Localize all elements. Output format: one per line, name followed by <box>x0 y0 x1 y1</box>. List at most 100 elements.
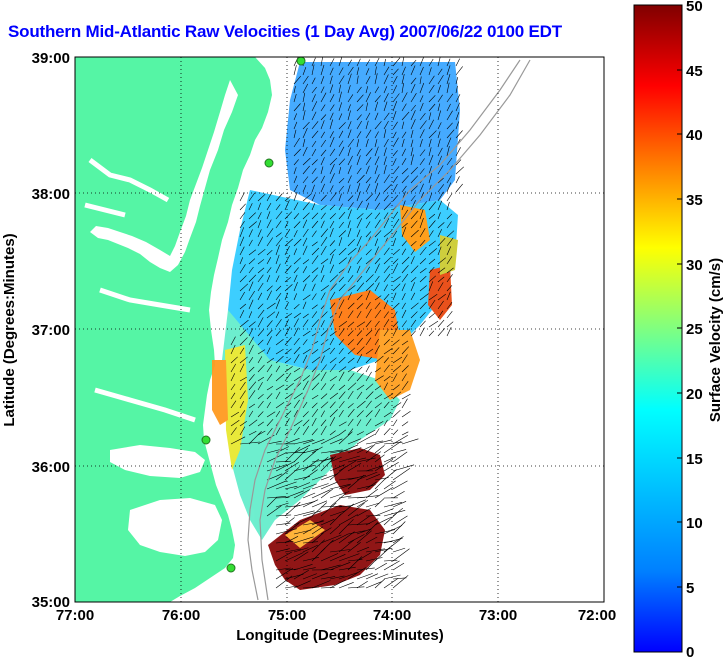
velocity-arrow <box>401 175 409 184</box>
velocity-arrow <box>419 57 424 67</box>
velocity-arrow <box>356 183 361 193</box>
velocity-arrow <box>329 562 351 571</box>
velocity-arrow <box>338 401 345 409</box>
velocity-arrow <box>401 410 411 418</box>
velocity-arrow <box>419 183 424 193</box>
velocity-arrow <box>392 429 399 436</box>
velocity-arrow <box>293 175 298 184</box>
velocity-arrow <box>374 394 383 400</box>
velocity-arrow <box>311 439 325 445</box>
velocity-arrow <box>347 302 355 310</box>
velocity-arrow <box>356 346 365 355</box>
velocity-arrow <box>374 302 381 310</box>
velocity-arrow <box>356 235 362 247</box>
velocity-arrow <box>320 285 329 292</box>
velocity-arrow <box>392 464 415 472</box>
velocity-arrow <box>410 185 418 193</box>
velocity-arrow <box>239 319 249 328</box>
velocity-arrow <box>410 265 419 274</box>
station-marker <box>201 435 211 445</box>
velocity-arrow <box>311 168 317 175</box>
velocity-arrow <box>293 230 298 238</box>
velocity-arrow <box>275 446 290 454</box>
velocity-arrow <box>446 237 454 247</box>
velocity-arrow <box>374 95 381 103</box>
velocity-arrow <box>311 572 329 580</box>
velocity-arrow <box>401 121 405 130</box>
velocity-arrow <box>446 93 454 103</box>
velocity-arrow <box>275 391 281 400</box>
velocity-arrow <box>311 502 328 517</box>
velocity-arrow <box>374 246 379 256</box>
velocity-arrow <box>275 384 285 391</box>
velocity-arrow <box>329 112 334 121</box>
velocity-arrow <box>284 276 291 283</box>
velocity-arrow <box>356 400 366 409</box>
velocity-arrow <box>392 292 397 301</box>
velocity-arrow <box>410 93 417 103</box>
velocity-arrow <box>347 428 354 436</box>
velocity-arrow <box>248 281 254 292</box>
velocity-arrow <box>320 228 329 238</box>
velocity-arrow <box>302 510 322 517</box>
velocity-arrow <box>383 218 390 229</box>
velocity-arrow <box>365 488 378 499</box>
velocity-arrow <box>419 246 427 256</box>
velocity-arrow <box>347 474 365 490</box>
velocity-arrow <box>302 146 308 157</box>
velocity-arrow <box>374 508 394 517</box>
velocity-arrow <box>347 321 355 328</box>
velocity-arrow <box>365 212 373 220</box>
velocity-arrow <box>338 84 341 94</box>
velocity-arrow <box>347 373 355 382</box>
pamlico-sound <box>128 498 222 556</box>
velocity-arrow <box>320 204 327 211</box>
velocity-arrow <box>302 266 308 274</box>
velocity-arrow <box>311 184 315 193</box>
velocity-arrow <box>275 502 289 508</box>
velocity-arrow <box>248 192 256 202</box>
velocity-arrow <box>383 212 389 220</box>
velocity-arrow <box>329 248 336 256</box>
velocity-arrow <box>356 515 370 526</box>
velocity-arrow <box>293 367 301 373</box>
velocity-arrow <box>275 568 294 580</box>
colorbar-ticks <box>677 4 682 653</box>
velocity-arrow <box>293 536 314 544</box>
velocity-arrow <box>293 293 297 301</box>
velocity-arrow <box>230 427 237 436</box>
velocity-arrow <box>338 531 355 544</box>
velocity-arrow <box>275 211 283 220</box>
velocity-arrow <box>257 259 265 265</box>
velocity-arrow <box>401 346 410 355</box>
velocity-arrow <box>437 237 446 247</box>
velocity-arrow <box>338 299 345 310</box>
velocity-arrow <box>383 174 390 184</box>
velocity-arrow <box>320 576 336 580</box>
velocity-arrow <box>419 311 426 319</box>
velocity-arrow <box>248 403 256 409</box>
velocity-arrow <box>320 131 325 139</box>
velocity-arrow <box>410 166 419 175</box>
velocity-arrow <box>365 302 371 310</box>
velocity-arrow <box>347 209 352 220</box>
velocity-arrow <box>365 148 373 157</box>
velocity-arrow <box>248 344 254 355</box>
velocity-arrow <box>383 577 399 589</box>
velocity-arrow <box>437 68 443 76</box>
velocity-arrow <box>284 585 298 589</box>
velocity-arrow <box>428 84 435 94</box>
velocity-arrow <box>302 458 319 472</box>
velocity-arrow <box>356 148 361 157</box>
velocity-arrow <box>239 283 249 292</box>
velocity-arrow <box>392 211 399 220</box>
velocity-arrow <box>383 419 388 427</box>
velocity-arrow <box>293 482 311 490</box>
velocity-arrow <box>266 373 273 382</box>
velocity-arrow <box>293 569 309 580</box>
velocity-arrow <box>347 438 362 445</box>
velocity-arrow <box>374 202 381 211</box>
velocity-arrow <box>293 137 300 148</box>
velocity-arrow <box>347 256 352 265</box>
velocity-arrow <box>347 418 354 427</box>
